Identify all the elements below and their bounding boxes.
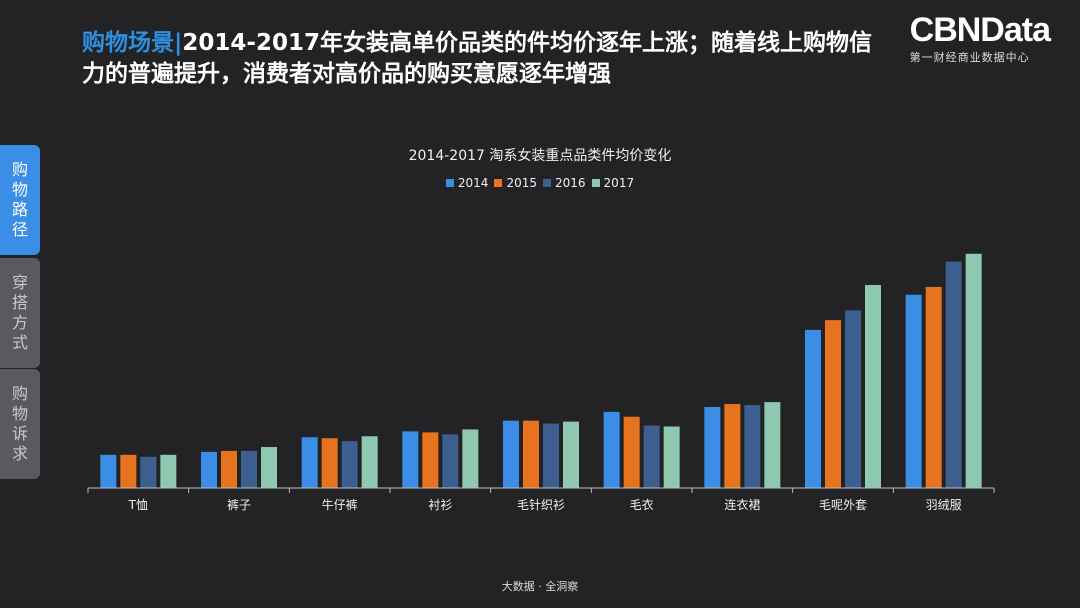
legend-swatch <box>543 179 551 187</box>
bar-2017-0 <box>160 454 177 488</box>
bar-2015-5 <box>623 416 640 488</box>
headline-separator: | <box>174 30 183 56</box>
side-tab-outfit-style[interactable]: 穿搭方式 <box>0 258 40 368</box>
x-tick-label: 毛衣 <box>630 497 654 512</box>
legend-label: 2017 <box>603 176 635 190</box>
bar-2017-3 <box>462 429 479 488</box>
legend-item-2014: 2014 <box>445 176 489 190</box>
bar-2014-2 <box>301 437 318 488</box>
bar-2016-3 <box>442 434 459 488</box>
bar-2017-1 <box>261 447 277 488</box>
brand-logo: CBNData <box>909 11 1051 49</box>
legend-item-2016: 2016 <box>543 176 586 190</box>
bar-2015-7 <box>825 320 841 488</box>
bar-2015-8 <box>925 286 942 488</box>
x-tick-label: 连衣裙 <box>724 497 760 512</box>
x-tick-label: 牛仔裤 <box>322 497 358 512</box>
bar-2017-5 <box>663 426 680 488</box>
legend-item-2017: 2017 <box>591 176 635 190</box>
bar-2015-0 <box>120 454 137 488</box>
legend-label: 2014 <box>457 176 489 190</box>
legend-label: 2016 <box>555 176 586 190</box>
bar-2016-4 <box>543 423 559 488</box>
legend-label: 2015 <box>506 176 537 190</box>
bar-2014-1 <box>201 451 217 488</box>
side-tab-shopping-needs[interactable]: 购物诉求 <box>0 369 40 479</box>
bar-2016-6 <box>744 405 761 488</box>
bar-2014-5 <box>603 411 620 488</box>
side-tab-label: 购物路径 <box>12 160 29 239</box>
x-tick-label: 裤子 <box>227 498 251 512</box>
brand-block: CBNData 第一财经商业数据中心 <box>909 11 1051 65</box>
bar-2016-5 <box>643 425 660 488</box>
brand-subtitle: 第一财经商业数据中心 <box>909 51 1030 64</box>
chart-title: 2014-2017 淘系女装重点品类件均价变化 <box>408 148 672 164</box>
bar-2017-7 <box>865 284 881 488</box>
bar-2014-3 <box>402 431 419 488</box>
bar-2016-8 <box>945 261 962 488</box>
side-tab-label: 购物诉求 <box>12 384 29 463</box>
bar-2014-0 <box>100 454 117 488</box>
bar-2015-3 <box>422 432 439 488</box>
chart-legend: 2014 2015 2016 2017 <box>0 176 1080 190</box>
side-tab-label: 穿搭方式 <box>12 273 29 352</box>
x-tick-label: 毛针织衫 <box>517 497 565 512</box>
bar-2015-4 <box>523 420 539 488</box>
bar-2017-6 <box>764 402 781 488</box>
page-headline: 购物场景|2014-2017年女装高单价品类的件均价逐年上涨；随着线上购物信力的… <box>82 28 882 90</box>
footer-slogan: 大数据 · 全洞察 <box>501 580 579 593</box>
bar-2014-4 <box>503 420 519 488</box>
bar-2015-2 <box>321 438 338 488</box>
side-tab-shopping-path[interactable]: 购物路径 <box>0 145 40 255</box>
legend-item-2015: 2015 <box>494 176 537 190</box>
legend-swatch <box>445 179 454 187</box>
x-tick-label: 衬衫 <box>428 498 452 512</box>
bar-2016-2 <box>341 441 358 488</box>
bar-2015-1 <box>221 450 237 488</box>
bar-2015-6 <box>724 404 741 488</box>
x-tick-label: 毛呢外套 <box>819 498 867 512</box>
bar-2017-8 <box>965 253 982 488</box>
x-tick-label: 羽绒服 <box>926 498 962 512</box>
bar-2014-6 <box>704 406 721 488</box>
x-tick-label: T恤 <box>128 498 148 512</box>
bar-2017-4 <box>563 421 579 488</box>
legend-swatch <box>591 179 600 187</box>
bar-2014-8 <box>905 294 922 488</box>
headline-tag: 购物场景 <box>82 30 174 56</box>
legend-swatch <box>494 179 503 187</box>
bar-2016-7 <box>845 310 861 488</box>
bar-2016-1 <box>241 450 257 488</box>
headline-text: 2014-2017年女装高单价品类的件均价逐年上涨；随着线上购物信力的普遍提升，… <box>82 30 872 87</box>
bar-2017-2 <box>361 436 378 488</box>
bar-2014-7 <box>805 329 821 488</box>
bar-2016-0 <box>140 456 157 488</box>
